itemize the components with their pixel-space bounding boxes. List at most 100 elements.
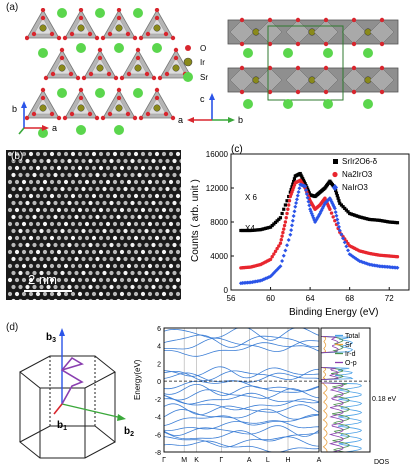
atomic-column	[21, 165, 27, 171]
o-atom	[43, 75, 49, 81]
data-point	[303, 184, 308, 189]
k-point-label: Γ	[162, 457, 166, 464]
x-tick-label: 68	[345, 294, 354, 303]
atomic-column	[144, 270, 149, 276]
atomic-column	[74, 270, 79, 276]
data-point	[277, 217, 281, 221]
atom-legend: O Ir Sr	[183, 44, 208, 82]
atomic-column	[168, 235, 174, 241]
atomic-column	[81, 200, 86, 206]
atomic-column	[102, 158, 107, 164]
atomic-column	[7, 263, 13, 269]
atomic-column	[116, 186, 121, 192]
atomic-column	[179, 214, 181, 220]
atomic-column	[175, 291, 181, 297]
o-atom	[31, 31, 37, 37]
atomic-column	[39, 186, 44, 192]
atomic-column	[53, 242, 58, 248]
band-line	[163, 413, 320, 426]
data-point	[283, 248, 288, 253]
atomic-column	[81, 172, 86, 178]
data-point	[361, 216, 365, 220]
atomic-column	[130, 270, 135, 276]
atomic-column	[63, 193, 69, 199]
atomic-column	[102, 242, 107, 248]
atomic-column	[35, 207, 41, 213]
atomic-column	[28, 291, 34, 297]
atomic-column	[137, 172, 142, 178]
atomic-column	[158, 270, 163, 276]
data-point	[285, 211, 289, 216]
atomic-column	[175, 207, 181, 213]
atomic-column	[46, 284, 51, 290]
atomic-column	[179, 256, 181, 262]
data-point	[287, 199, 292, 203]
data-point	[270, 223, 274, 228]
atomic-column	[21, 235, 27, 241]
axis-c-label: c	[200, 94, 205, 104]
atomic-column	[18, 158, 23, 164]
atomic-column	[119, 179, 125, 185]
sr-atom	[243, 99, 253, 109]
atomic-column	[67, 228, 72, 234]
atomic-column	[84, 235, 90, 241]
y-tick-label: 4000	[210, 252, 228, 261]
o-atom	[106, 71, 112, 77]
atomic-column	[95, 172, 100, 178]
energy-axis-label: Energy(eV)	[133, 359, 142, 400]
atomic-column	[154, 151, 160, 157]
atomic-column	[112, 179, 118, 185]
atomic-column	[88, 158, 93, 164]
data-point	[292, 177, 297, 181]
atomic-column	[102, 186, 107, 192]
atomic-column	[147, 291, 153, 297]
data-point	[372, 218, 376, 222]
legend-label: Na2IrO3	[342, 170, 373, 179]
atomic-column	[151, 186, 156, 192]
plot-frame	[230, 153, 410, 291]
o-atom	[135, 55, 141, 61]
atomic-column	[14, 165, 20, 171]
y-axis-label: Counts ( arb. unit )	[190, 179, 201, 262]
atomic-column	[95, 256, 100, 262]
xps-legend: SrIr2O6-δ Na2IrO3 NaIrO3	[332, 157, 378, 192]
atomic-column	[18, 186, 23, 192]
atomic-column	[165, 158, 170, 164]
atomic-column	[130, 242, 135, 248]
ir-atom	[153, 104, 161, 112]
data-point	[301, 177, 305, 181]
data-point	[346, 210, 350, 214]
data-point	[359, 215, 363, 219]
atomic-column	[77, 221, 83, 227]
atomic-column	[130, 158, 135, 164]
atomic-column	[147, 151, 153, 157]
atomic-column	[133, 179, 139, 185]
atomic-column	[21, 291, 27, 297]
o-atom	[107, 31, 113, 37]
atomic-column	[46, 256, 51, 262]
atomic-column	[151, 270, 156, 276]
atomic-column	[165, 200, 170, 206]
atomic-column	[168, 165, 174, 171]
data-point	[286, 207, 290, 211]
data-point	[283, 203, 287, 207]
dos-curve	[320, 328, 363, 453]
atomic-column	[168, 249, 174, 255]
k-point-label: H	[285, 457, 290, 464]
band-line	[163, 392, 320, 405]
brillouin-zone: b3 b2 b1	[19, 328, 134, 459]
band-line	[164, 342, 320, 357]
atomic-column	[84, 263, 90, 269]
o-atom	[100, 35, 106, 41]
atomic-column	[77, 263, 83, 269]
atomic-column	[126, 193, 132, 199]
atomic-column	[46, 242, 51, 248]
atomic-column	[42, 277, 48, 283]
atomic-column	[32, 256, 37, 262]
data-point	[366, 217, 370, 221]
atomic-column	[126, 263, 132, 269]
data-point	[328, 207, 332, 211]
sr-atom	[76, 125, 86, 135]
atomic-column	[123, 214, 128, 220]
data-point	[278, 216, 283, 220]
